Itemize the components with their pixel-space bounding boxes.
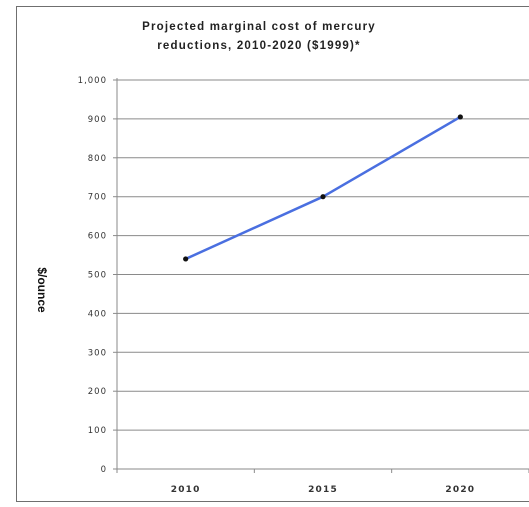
y-tick-label: 1,000 xyxy=(78,76,107,86)
x-tick-label: 2010 xyxy=(171,485,201,495)
y-tick-labels: 0 100 200 300 400 500 600 700 800 900 1,000 xyxy=(78,76,107,475)
y-tick-label: 600 xyxy=(88,232,107,242)
y-tick-label: 800 xyxy=(88,154,107,164)
x-tick-label: 2015 xyxy=(308,485,338,495)
series-line xyxy=(185,115,461,261)
data-point xyxy=(183,256,189,262)
axes xyxy=(113,78,529,473)
y-tick-label: 200 xyxy=(88,387,107,397)
x-tick-label: 2020 xyxy=(445,485,475,495)
y-tick-label: 100 xyxy=(88,426,107,436)
chart-frame xyxy=(16,6,529,502)
y-tick-label: 500 xyxy=(88,271,107,281)
series xyxy=(183,114,463,262)
y-tick-label: 900 xyxy=(88,115,107,125)
chart-title-line-1: Projected marginal cost of mercury xyxy=(142,21,376,33)
y-axis-label: $/ounce xyxy=(35,267,49,313)
y-tick-label: 300 xyxy=(88,348,107,358)
data-point xyxy=(320,194,326,200)
y-tick-label: 0 xyxy=(101,465,107,475)
y-tick-label: 700 xyxy=(88,193,107,203)
y-tick-label: 400 xyxy=(88,309,107,319)
x-tick-labels: 2010 2015 2020 xyxy=(171,485,475,495)
gridlines xyxy=(117,79,529,431)
data-point xyxy=(457,114,463,120)
chart-title-line-2: reductions, 2010-2020 ($1999)* xyxy=(157,40,360,52)
